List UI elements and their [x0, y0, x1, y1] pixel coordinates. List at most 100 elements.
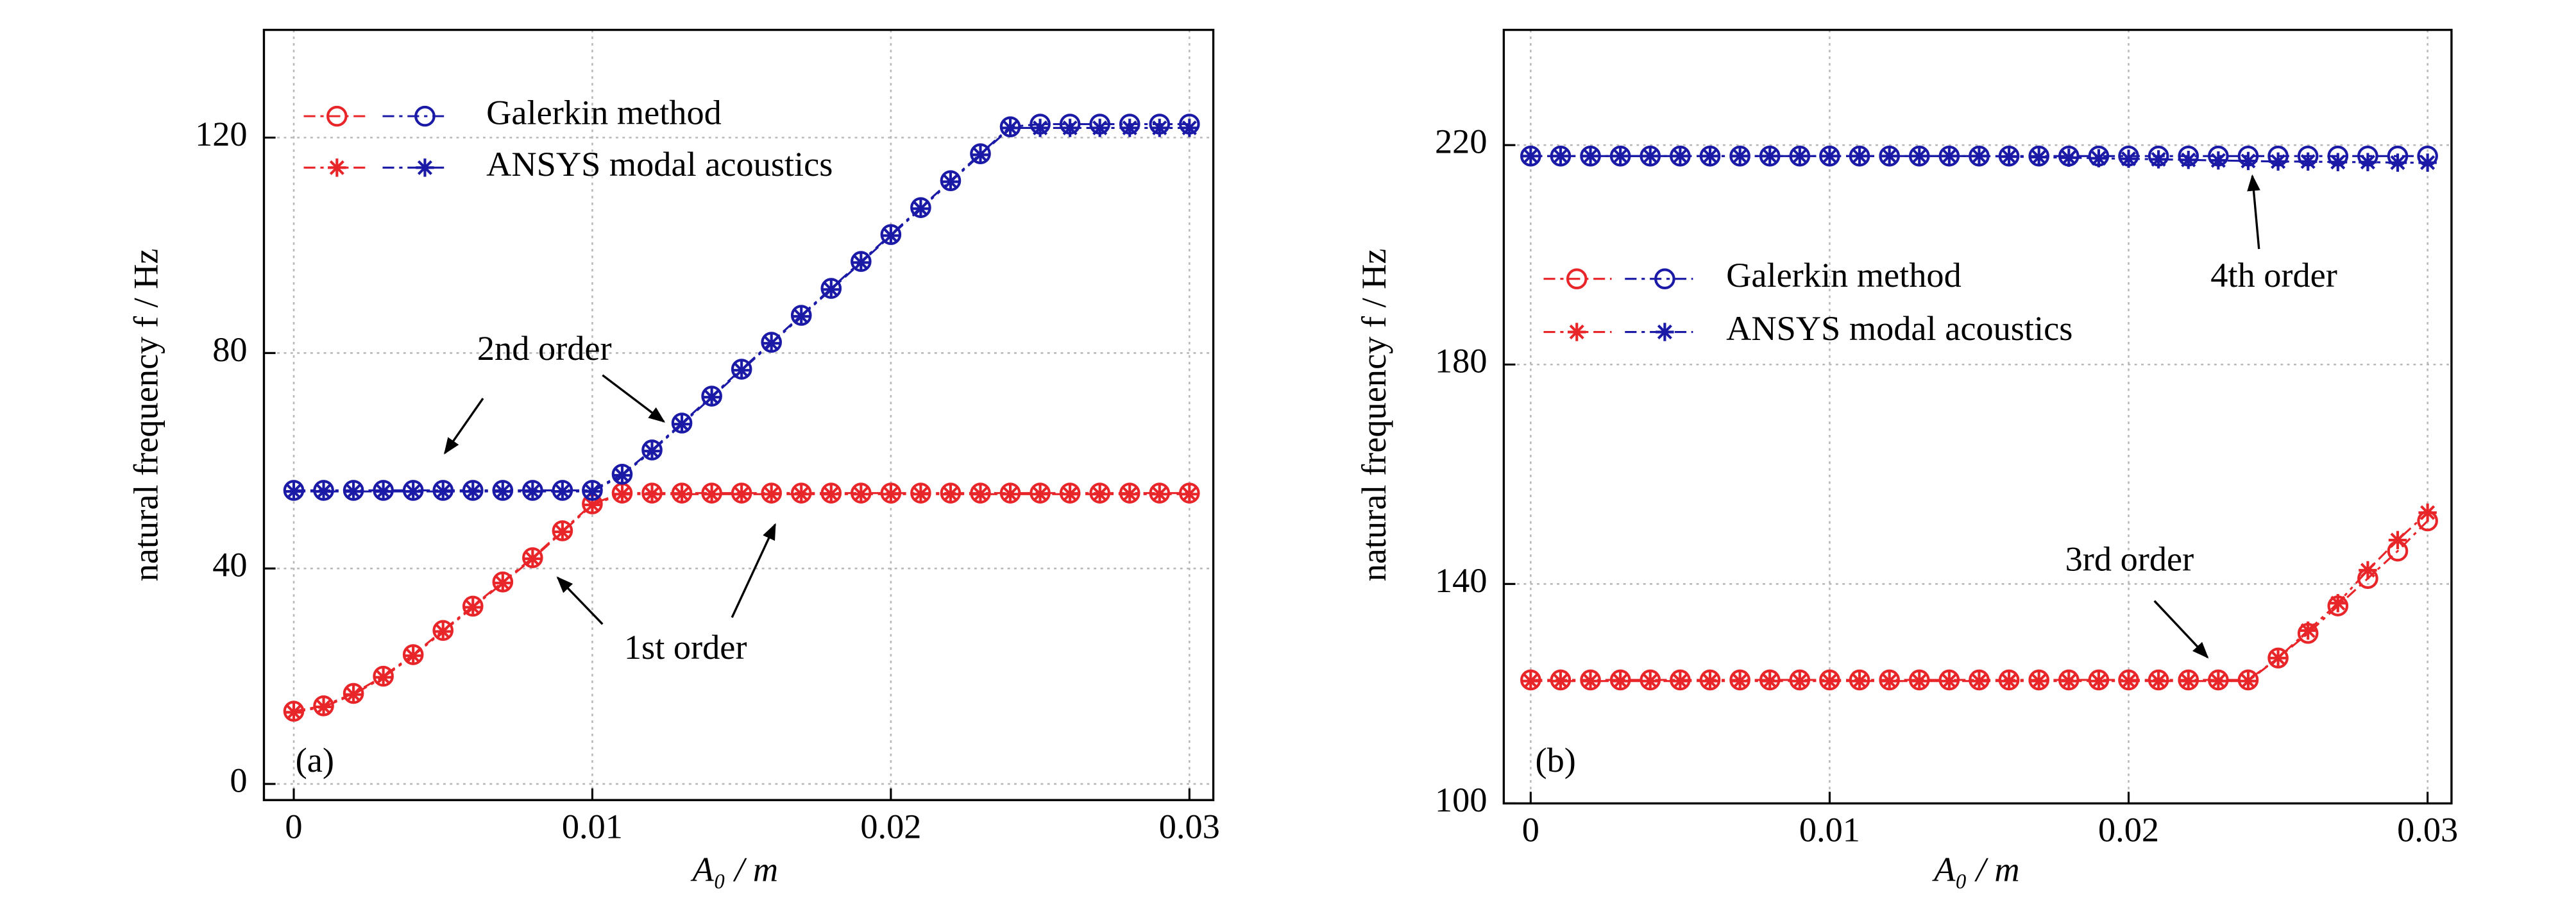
star-stroke	[793, 309, 809, 324]
x-axis-label: A₀ / m	[691, 851, 779, 889]
star-stroke	[853, 255, 869, 270]
star-stroke	[853, 486, 869, 502]
marker	[2209, 151, 2228, 170]
marker	[374, 482, 393, 501]
x-tick-label: 0.02	[2098, 810, 2159, 849]
series-line	[1530, 512, 2428, 683]
marker	[852, 485, 870, 504]
star-stroke	[734, 486, 749, 502]
star-stroke	[1613, 674, 1628, 689]
star-stroke	[2210, 674, 2226, 689]
marker	[2119, 672, 2138, 690]
marker	[1551, 672, 1570, 690]
star-stroke	[2241, 674, 2256, 689]
plot-frame	[1502, 28, 2453, 805]
marker	[583, 495, 602, 514]
annotation-arrow	[731, 523, 776, 618]
star-stroke	[704, 389, 720, 405]
marker	[792, 485, 811, 504]
marker	[553, 482, 572, 501]
marker	[344, 482, 363, 501]
star-stroke	[584, 497, 600, 513]
star-stroke	[943, 174, 958, 189]
star-stroke	[525, 484, 540, 499]
marker	[852, 253, 870, 272]
marker	[434, 482, 452, 501]
star-stroke	[1569, 324, 1584, 340]
star-stroke	[525, 551, 540, 566]
star-stroke	[1911, 148, 1927, 164]
marker	[1581, 672, 1600, 690]
marker	[911, 485, 930, 504]
legend-marker	[414, 105, 436, 127]
panel: 0 0.01 0.02 0.03 0 40 80 120 Galerkin method ANSY…	[126, 28, 1220, 889]
marker	[1790, 147, 1809, 166]
marker	[702, 387, 721, 407]
star-stroke	[1643, 674, 1658, 689]
star-stroke	[2360, 563, 2375, 578]
marker	[1150, 485, 1169, 504]
marker	[1910, 672, 1929, 690]
star-stroke	[2390, 532, 2405, 548]
marker	[523, 549, 542, 568]
marker	[672, 485, 691, 504]
marker	[643, 485, 661, 504]
star-stroke	[1152, 486, 1167, 502]
marker	[284, 482, 303, 501]
star-stroke	[2390, 155, 2405, 171]
star-stroke	[1062, 486, 1078, 502]
marker	[702, 485, 721, 504]
marker	[941, 485, 960, 504]
legend-label: Galerkin method	[1726, 256, 1962, 294]
marker	[1581, 147, 1600, 166]
x-tick-label: 0.03	[2397, 810, 2458, 849]
marker	[1001, 485, 1020, 504]
marker	[1121, 119, 1139, 137]
marker	[762, 485, 781, 504]
star-stroke	[1733, 148, 1748, 164]
star-stroke	[2330, 595, 2346, 611]
panel-label: (b)	[1536, 741, 1576, 779]
marker	[2149, 150, 2168, 169]
star-stroke	[614, 468, 630, 483]
marker	[523, 482, 542, 501]
star-stroke	[1613, 148, 1628, 164]
marker	[284, 703, 303, 722]
star-stroke	[674, 486, 690, 502]
star-stroke	[2001, 149, 2017, 164]
marker	[2388, 153, 2407, 172]
y-tick-label: 80	[212, 330, 247, 369]
x-tick-label: 0.02	[860, 807, 921, 845]
marker	[403, 646, 423, 665]
marker	[2029, 148, 2048, 167]
marker	[1970, 672, 1988, 690]
marker	[1090, 119, 1109, 137]
marker	[1121, 485, 1139, 504]
annotation: 3rd order	[2065, 540, 2194, 579]
star-stroke	[2420, 155, 2436, 171]
marker	[1910, 147, 1929, 166]
star-stroke	[1033, 486, 1048, 502]
marker	[493, 573, 513, 593]
marker	[493, 482, 513, 501]
marker	[1671, 147, 1690, 166]
star-stroke	[286, 704, 301, 720]
star-stroke	[1882, 674, 1897, 689]
x-tick-label: 0	[1522, 810, 1539, 849]
star-stroke	[376, 670, 391, 685]
marker	[1700, 147, 1720, 166]
star-stroke	[824, 282, 839, 297]
annotation-arrow	[556, 576, 604, 625]
marker	[1880, 147, 1899, 166]
star-stroke	[1152, 120, 1167, 135]
star-stroke	[417, 160, 432, 175]
star-stroke	[1762, 674, 1777, 689]
legend-marker	[328, 158, 346, 177]
marker	[822, 280, 841, 299]
marker	[1940, 147, 1959, 166]
star-stroke	[1702, 674, 1718, 689]
y-tick-label: 0	[230, 761, 247, 800]
star-stroke	[2300, 154, 2316, 169]
y-axis-label: natural frequency f / Hz	[1355, 248, 1393, 581]
marker	[2359, 561, 2377, 580]
